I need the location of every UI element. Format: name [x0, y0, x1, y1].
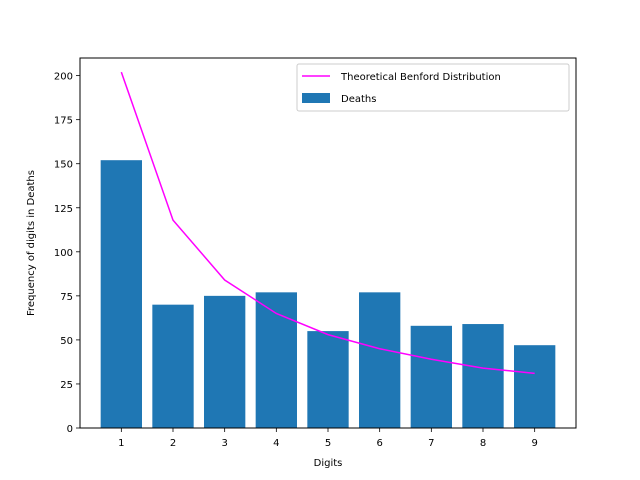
legend-bar-label: Deaths [341, 94, 376, 105]
x-tick-label: 3 [221, 438, 227, 449]
x-tick-label: 7 [428, 438, 434, 449]
x-tick-label: 5 [325, 438, 331, 449]
bar-digit-7 [410, 325, 452, 428]
benford-line [120, 71, 535, 375]
x-tick-label: 8 [480, 438, 486, 449]
y-tick-label: 0 [67, 424, 73, 435]
y-tick-label: 25 [60, 380, 73, 391]
bar-digit-6 [359, 292, 401, 428]
line-layer [120, 71, 535, 375]
y-tick-label: 50 [60, 336, 73, 347]
y-tick-label: 125 [54, 204, 73, 215]
bar-digit-4 [255, 292, 297, 428]
bars-layer [100, 160, 556, 428]
x-axis-ticks: 1 2 3 4 5 6 7 8 9 [118, 428, 538, 449]
legend: Theoretical Benford Distribution Deaths [296, 63, 570, 112]
x-tick-label: 6 [376, 438, 382, 449]
x-tick-label: 2 [170, 438, 176, 449]
x-axis-label: Digits [314, 458, 343, 469]
bar-digit-3 [204, 295, 246, 428]
legend-box [296, 63, 570, 112]
legend-bar-swatch [302, 93, 330, 103]
y-tick-label: 100 [54, 248, 73, 259]
y-axis-label: Frequency of digits in Deaths [26, 170, 37, 316]
bar-digit-8 [462, 324, 504, 428]
bar-digit-5 [307, 331, 349, 428]
y-tick-label: 175 [54, 116, 73, 127]
y-tick-label: 75 [60, 292, 73, 303]
y-axis-ticks: 0 25 50 75 100 125 150 175 200 [54, 72, 80, 435]
legend-line-label: Theoretical Benford Distribution [340, 72, 501, 83]
y-tick-label: 150 [54, 160, 73, 171]
bar-digit-1 [100, 160, 142, 428]
bar-digit-2 [152, 304, 194, 428]
bar-digit-9 [514, 345, 556, 428]
x-tick-label: 9 [531, 438, 537, 449]
x-tick-label: 4 [273, 438, 279, 449]
x-tick-label: 1 [118, 438, 124, 449]
y-tick-label: 200 [54, 72, 73, 83]
